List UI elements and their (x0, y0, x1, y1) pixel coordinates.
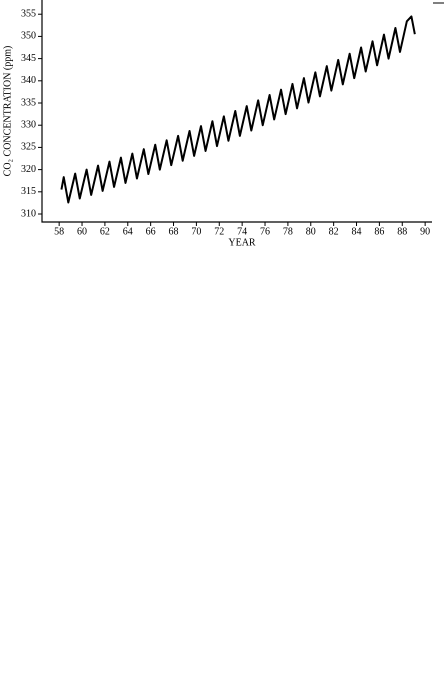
x-tick-label: 88 (397, 226, 407, 237)
y-tick-label: 345 (21, 53, 36, 64)
y-tick-label: 330 (21, 120, 36, 131)
y-tick-label: 350 (21, 31, 36, 42)
y-tick-label: 320 (21, 164, 36, 175)
x-tick-label: 80 (306, 226, 316, 237)
x-tick-label: 78 (283, 226, 293, 237)
y-tick-label: 355 (21, 9, 36, 20)
y-tick-label: 315 (21, 186, 36, 197)
x-tick-label: 64 (123, 226, 133, 237)
x-tick-label: 74 (237, 226, 247, 237)
x-tick-label: 72 (214, 226, 224, 237)
x-tick-label: 86 (374, 226, 384, 237)
x-tick-label: 90 (420, 226, 430, 237)
y-tick-label: 325 (21, 142, 36, 153)
x-axis-label: YEAR (228, 237, 256, 248)
x-tick-label: 62 (100, 226, 110, 237)
axis-frame (41, 0, 432, 223)
y-tick-label: 340 (21, 75, 36, 86)
x-tick-label: 58 (54, 226, 64, 237)
x-tick-label: 82 (329, 226, 339, 237)
y-axis-label: CO₂ CONCENTRATION (ppm) (2, 46, 13, 177)
x-tick-label: 60 (77, 226, 87, 237)
x-tick-label: 68 (169, 226, 179, 237)
x-tick-label: 70 (191, 226, 201, 237)
data-line (60, 15, 416, 204)
x-tick-label: 84 (352, 226, 362, 237)
x-tick-label: 76 (260, 226, 270, 237)
y-tick-label: 310 (21, 208, 36, 219)
y-tick-label: 335 (21, 97, 36, 108)
x-tick-label: 66 (146, 226, 156, 237)
